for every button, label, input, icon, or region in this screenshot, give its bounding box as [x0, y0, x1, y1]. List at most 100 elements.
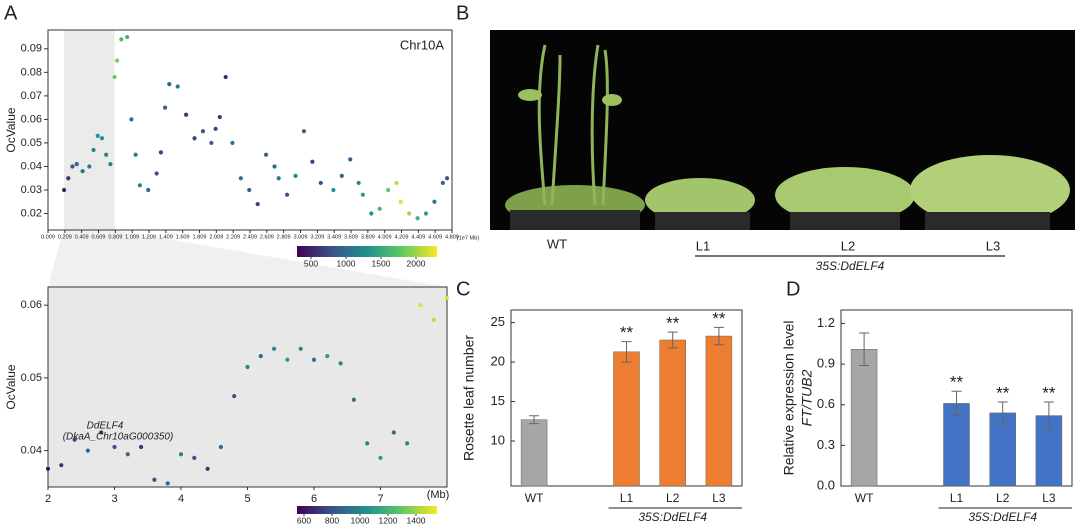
significance-label: ** — [996, 384, 1010, 403]
x-tick-label: L3 — [712, 491, 726, 505]
x-tick-label: 3.009 — [294, 234, 308, 240]
x-tick-label: 2 — [45, 493, 51, 505]
data-point — [45, 466, 51, 471]
x-tick-label: 0.609 — [92, 234, 106, 240]
data-point — [339, 173, 344, 178]
x-tick-label: L1 — [620, 491, 634, 505]
significance-label: ** — [950, 373, 964, 392]
data-point — [112, 444, 117, 450]
data-point — [276, 176, 281, 181]
data-point — [146, 187, 151, 193]
data-point — [70, 164, 75, 169]
y-tick-label: 15 — [491, 393, 505, 408]
data-point — [80, 169, 85, 174]
data-point — [152, 477, 157, 482]
y-tick-label: 20 — [491, 354, 505, 369]
x-tick-label: 0.009 — [41, 234, 55, 240]
bar — [850, 349, 878, 487]
x-tick-label: WT — [855, 491, 874, 505]
data-point — [394, 180, 399, 186]
data-point — [418, 303, 423, 308]
y-tick-label: 0.0 — [817, 477, 835, 492]
data-point — [217, 114, 222, 120]
data-point — [95, 133, 100, 138]
annotation: DdELF4 — [87, 421, 124, 432]
data-point — [377, 206, 382, 211]
data-point — [192, 455, 197, 461]
x-tick-label: 4 — [178, 493, 184, 505]
data-point — [318, 180, 323, 186]
data-point — [444, 176, 450, 181]
photo-label: L1 — [696, 238, 710, 253]
x-tick-label: 5 — [244, 493, 250, 505]
data-point — [247, 187, 252, 193]
colorbar-tick-label: 1200 — [379, 515, 398, 525]
significance-label: ** — [1042, 384, 1056, 403]
significance-label: ** — [666, 314, 680, 333]
data-point — [255, 202, 260, 207]
y-tick-label: 25 — [491, 314, 505, 329]
x-tick-label: 3.209 — [310, 234, 324, 240]
data-point — [238, 176, 243, 181]
data-point — [205, 466, 210, 471]
y-axis-label: Rosette leaf number — [461, 335, 477, 461]
data-point — [125, 34, 130, 40]
data-point — [104, 152, 109, 157]
data-point — [230, 140, 235, 146]
error-bar — [859, 332, 870, 367]
data-point — [74, 162, 79, 167]
bar — [705, 335, 733, 487]
x-tick-label: 3 — [111, 493, 117, 505]
colorbar-tick-label: 1500 — [372, 258, 391, 268]
error-bar — [529, 415, 540, 425]
group-label: 35S:DdELF4 — [638, 510, 707, 524]
data-point — [115, 58, 120, 63]
y-tick-label: 0.08 — [21, 66, 42, 78]
x-tick-label: 4.809 — [445, 234, 459, 240]
data-point — [112, 74, 117, 80]
x-tick-label: 2.609 — [260, 234, 274, 240]
x-tick-label: 4.409 — [411, 234, 425, 240]
x-axis-label: (1e7 Mb) — [457, 235, 480, 241]
plot-area — [47, 29, 453, 231]
y-axis-label: OcValue — [4, 364, 18, 409]
data-point — [423, 211, 429, 216]
y-tick-label: 0.6 — [817, 396, 835, 411]
x-tick-label: 7 — [377, 493, 383, 505]
data-point — [285, 192, 290, 197]
panel-label: C — [456, 278, 470, 300]
data-point — [440, 180, 445, 186]
data-point — [59, 463, 64, 468]
data-point — [154, 171, 159, 176]
colorbar — [297, 246, 437, 257]
data-point — [133, 152, 138, 157]
x-tick-label: 6 — [311, 493, 317, 505]
x-tick-label: 2.409 — [243, 234, 257, 240]
plant-photo — [490, 30, 1075, 230]
x-tick-label: 1.409 — [159, 234, 173, 240]
data-point — [87, 164, 92, 169]
colorbar-tick-label: 2000 — [407, 258, 426, 268]
panel-label: A — [4, 2, 18, 24]
x-tick-label: L1 — [950, 491, 964, 505]
x-tick-label: 0.209 — [58, 234, 72, 240]
bar — [943, 403, 970, 487]
data-point — [99, 136, 105, 141]
data-point — [298, 346, 303, 351]
x-tick-label: 3.809 — [361, 234, 375, 240]
colorbar-tick-label: 600 — [297, 515, 311, 525]
data-point — [398, 199, 403, 204]
y-tick-label: 10 — [491, 432, 505, 447]
group-label: 35S:DdELF4 — [816, 259, 885, 273]
x-tick-label: 2.009 — [209, 234, 223, 240]
x-tick-label: L3 — [1042, 491, 1056, 505]
bar — [613, 351, 640, 487]
data-point — [369, 211, 374, 216]
data-point — [325, 353, 330, 359]
y-tick-label: 0.9 — [817, 356, 835, 371]
data-point — [331, 187, 336, 193]
data-point — [167, 82, 172, 87]
highlight-region — [64, 30, 115, 230]
data-point — [61, 187, 67, 193]
